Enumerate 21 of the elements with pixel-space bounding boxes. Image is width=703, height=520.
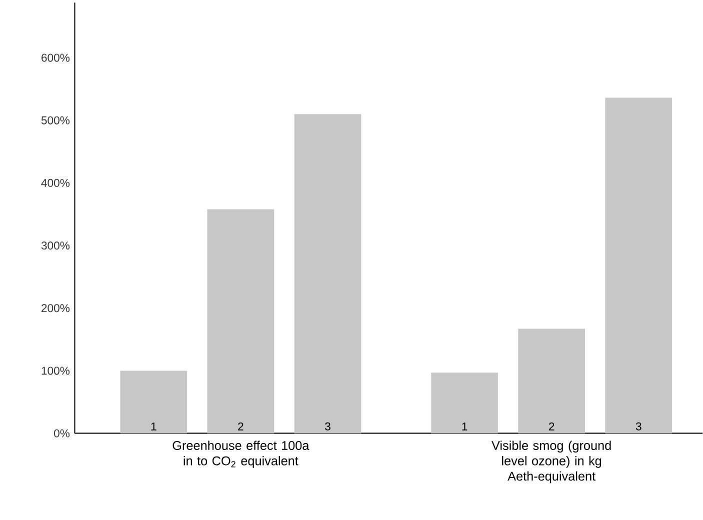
text: 1 bbox=[462, 422, 468, 430]
y-tick-label: 200% bbox=[42, 304, 70, 312]
y-tick-label: 600% bbox=[42, 54, 70, 62]
bar bbox=[120, 370, 188, 434]
text: 2 bbox=[548, 422, 554, 430]
y-tick-label: 300% bbox=[41, 242, 70, 250]
x-tick-label: Greenhouse effect 100a in to CO$_{2}$ equivalent bbox=[172, 440, 310, 468]
y-tick-label: 100% bbox=[42, 366, 70, 375]
bar bbox=[294, 114, 362, 434]
y-tick-label: 400% bbox=[41, 178, 70, 187]
bar bbox=[605, 98, 672, 434]
series-label: 3 bbox=[325, 422, 330, 430]
bar bbox=[518, 328, 585, 434]
series-label: 1 bbox=[151, 422, 156, 430]
y-tick-label: 500% bbox=[41, 116, 70, 124]
series-label: 2 bbox=[238, 422, 244, 430]
y-tick-label: 0% bbox=[54, 429, 70, 438]
bar bbox=[431, 372, 498, 434]
text: 3 bbox=[636, 422, 642, 430]
x-tick-label: Visible smog (ground level ozone) in kg Aeth-equivalent bbox=[492, 440, 611, 484]
bar bbox=[207, 209, 274, 434]
